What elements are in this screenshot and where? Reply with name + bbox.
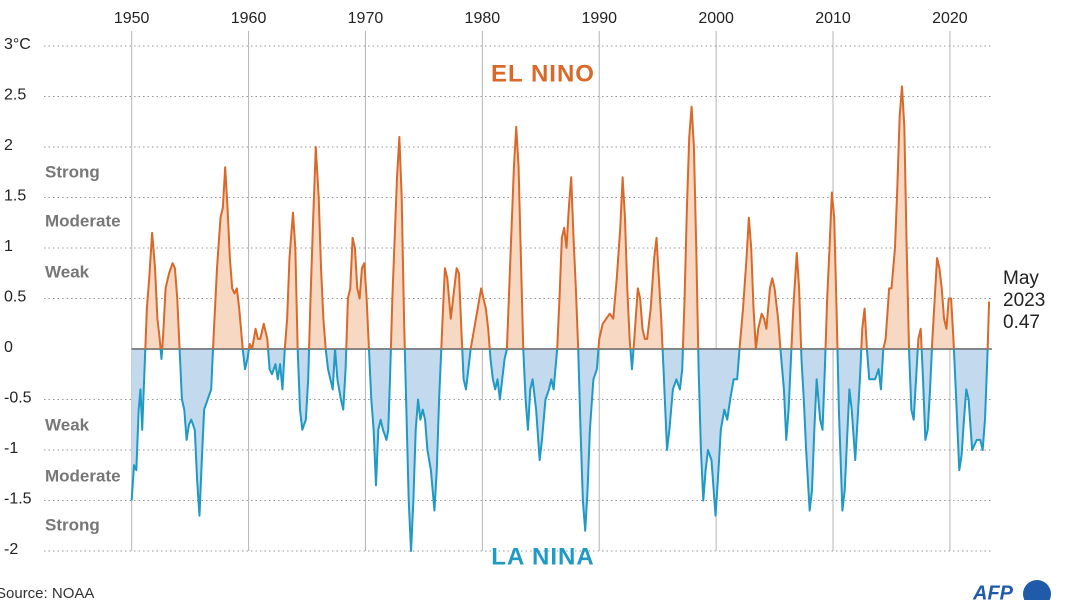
strength-label: Strong xyxy=(45,515,100,534)
y-tick-label: 2.5 xyxy=(4,87,26,104)
logo-circle xyxy=(1023,580,1051,600)
x-tick-label: 1980 xyxy=(465,10,501,27)
data xyxy=(130,85,991,552)
strength-label: Moderate xyxy=(45,466,121,485)
x-tick-label: 1950 xyxy=(114,10,150,27)
y-tick-label: -1.5 xyxy=(4,491,32,508)
source: Source: NOAA xyxy=(0,585,94,600)
y-tick-label: -0.5 xyxy=(4,390,32,407)
x-tick-label: 2010 xyxy=(815,10,851,27)
la-nina-label: LA NINA xyxy=(491,543,594,570)
y-tick-label: 0.5 xyxy=(4,289,26,306)
y-tick-label: 2 xyxy=(4,137,13,154)
labels: EL NINO LA NINA Strong Moderate Weak Wea… xyxy=(0,60,1051,600)
end-label: May xyxy=(1003,268,1039,289)
strength-label: Strong xyxy=(45,162,100,181)
line-below xyxy=(130,349,989,552)
end-label: 0.47 xyxy=(1003,312,1040,333)
el-nino-label: EL NINO xyxy=(491,60,595,87)
x-tick-label: 2000 xyxy=(698,10,734,27)
strength-label: Weak xyxy=(45,262,90,281)
strength-label: Weak xyxy=(45,415,90,434)
y-tick-label: -2 xyxy=(4,541,18,558)
y-tick-label: -1 xyxy=(4,440,18,457)
x-tick-label: 1970 xyxy=(348,10,384,27)
end-label: 2023 xyxy=(1003,290,1045,311)
area-above xyxy=(131,86,990,349)
y-tick-label: 0 xyxy=(4,339,13,356)
y-tick-label: 1.5 xyxy=(4,188,26,205)
x-tick-label: 1990 xyxy=(581,10,617,27)
x-tick-label: 2020 xyxy=(932,10,968,27)
logo: AFP xyxy=(972,582,1014,600)
y-tick-label: 3°C xyxy=(4,36,31,53)
strength-label: Moderate xyxy=(45,211,121,230)
y-tick-label: 1 xyxy=(4,238,13,255)
x-tick-label: 1960 xyxy=(231,10,267,27)
